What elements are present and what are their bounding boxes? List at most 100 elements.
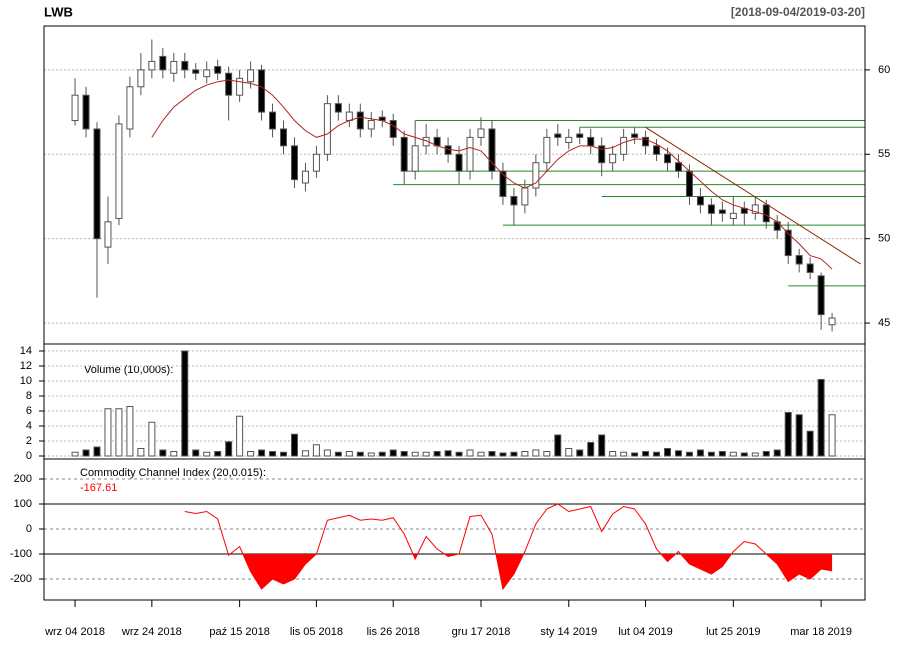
candle-body (510, 195, 518, 206)
candle-body (334, 103, 342, 113)
candle-body (115, 123, 123, 219)
volume-bar (126, 405, 134, 457)
volume-bar (565, 447, 573, 457)
date-range: [2018-09-04/2019-03-20] (731, 5, 865, 19)
cci-last: -167.61 (80, 482, 117, 494)
volume-bar (411, 451, 419, 457)
volume-bar (631, 452, 639, 457)
volume-bar (653, 451, 661, 457)
x-tick-label: paź 15 2018 (209, 626, 270, 638)
volume-bar (598, 434, 606, 457)
candle-body (301, 170, 309, 184)
candle-body (806, 263, 814, 273)
candle-body (104, 221, 112, 248)
candle-body (312, 153, 320, 172)
y-tick-label: 50 (878, 233, 890, 245)
candle-body (345, 111, 353, 122)
y-tick-label: 55 (878, 148, 890, 160)
volume-bar (751, 452, 759, 457)
y-tick-label: 2 (26, 435, 32, 447)
volume-bar (587, 441, 595, 457)
candle-body (609, 153, 617, 164)
y-tick-label: -100 (10, 548, 32, 560)
candle-body (181, 60, 189, 71)
x-tick-label: mar 18 2019 (790, 626, 852, 638)
volume-bar (609, 450, 617, 457)
volume-bar (323, 449, 331, 457)
volume-bar (203, 451, 211, 457)
x-tick-label: lis 26 2018 (367, 626, 420, 638)
candle-body (148, 60, 156, 71)
y-tick-label: 45 (878, 317, 890, 329)
volume-bar (236, 415, 244, 457)
candle-body (280, 128, 288, 147)
volume-bar (170, 450, 178, 457)
candle-body (642, 136, 650, 147)
volume-bar (93, 446, 101, 457)
candle-body (554, 133, 562, 138)
candle-body (477, 128, 485, 138)
volume-bar (290, 433, 298, 457)
volume-bar (422, 451, 430, 457)
candle-body (598, 145, 606, 164)
x-tick-label: gru 17 2018 (452, 626, 511, 638)
x-tick-label: lut 04 2019 (618, 626, 672, 638)
volume-bar (71, 451, 79, 457)
candle-body (71, 94, 79, 122)
volume-bar (576, 449, 584, 457)
cci-label: Commodity Channel Index (20,0.015): (80, 467, 266, 479)
x-tick-label: sty 14 2019 (540, 626, 597, 638)
candle-body (696, 195, 704, 206)
candle-body (170, 60, 178, 74)
candle-body (565, 136, 573, 143)
candle-body (258, 69, 266, 113)
volume-bar (400, 450, 408, 457)
volume-bar (181, 350, 189, 457)
volume-bar (225, 441, 233, 457)
volume-bar (696, 449, 704, 457)
volume-bar (795, 414, 803, 457)
candle-body (773, 221, 781, 231)
candle-body (543, 136, 551, 164)
volume-bar (521, 450, 529, 457)
candle-body (488, 128, 496, 172)
y-tick-label: 12 (20, 360, 32, 372)
volume-bar (312, 444, 320, 457)
volume-bar (477, 451, 485, 457)
candle-body (269, 111, 277, 130)
candle-body (576, 133, 584, 138)
volume-bar (674, 450, 682, 457)
y-tick-label: 200 (14, 473, 32, 485)
y-tick-label: 0 (26, 523, 32, 535)
candle-body (247, 69, 255, 83)
volume-bar (334, 451, 342, 457)
volume-bar (828, 414, 836, 457)
y-tick-label: 6 (26, 405, 32, 417)
volume-bar (247, 450, 255, 457)
volume-bar (389, 449, 397, 457)
volume-bar (104, 408, 112, 457)
volume-bar (301, 450, 309, 457)
volume-bar (466, 449, 474, 457)
volume-bar (762, 450, 770, 457)
cci-fill (184, 554, 833, 589)
candle-body (784, 229, 792, 257)
y-tick-label: 100 (14, 498, 32, 510)
volume-bar (433, 450, 441, 457)
volume-bar (137, 447, 145, 457)
volume-bar (532, 449, 540, 457)
volume-bar (367, 452, 375, 457)
volume-bar (148, 421, 156, 457)
candle-body (532, 162, 540, 189)
candle-body (653, 145, 661, 155)
y-tick-label: 10 (20, 375, 32, 387)
candle-body (751, 204, 759, 214)
candle-body (664, 153, 672, 164)
candle-body (192, 69, 200, 74)
candle-body (685, 170, 693, 197)
volume-label: Volume (10,000s): (84, 364, 173, 376)
candle-body (631, 133, 639, 138)
